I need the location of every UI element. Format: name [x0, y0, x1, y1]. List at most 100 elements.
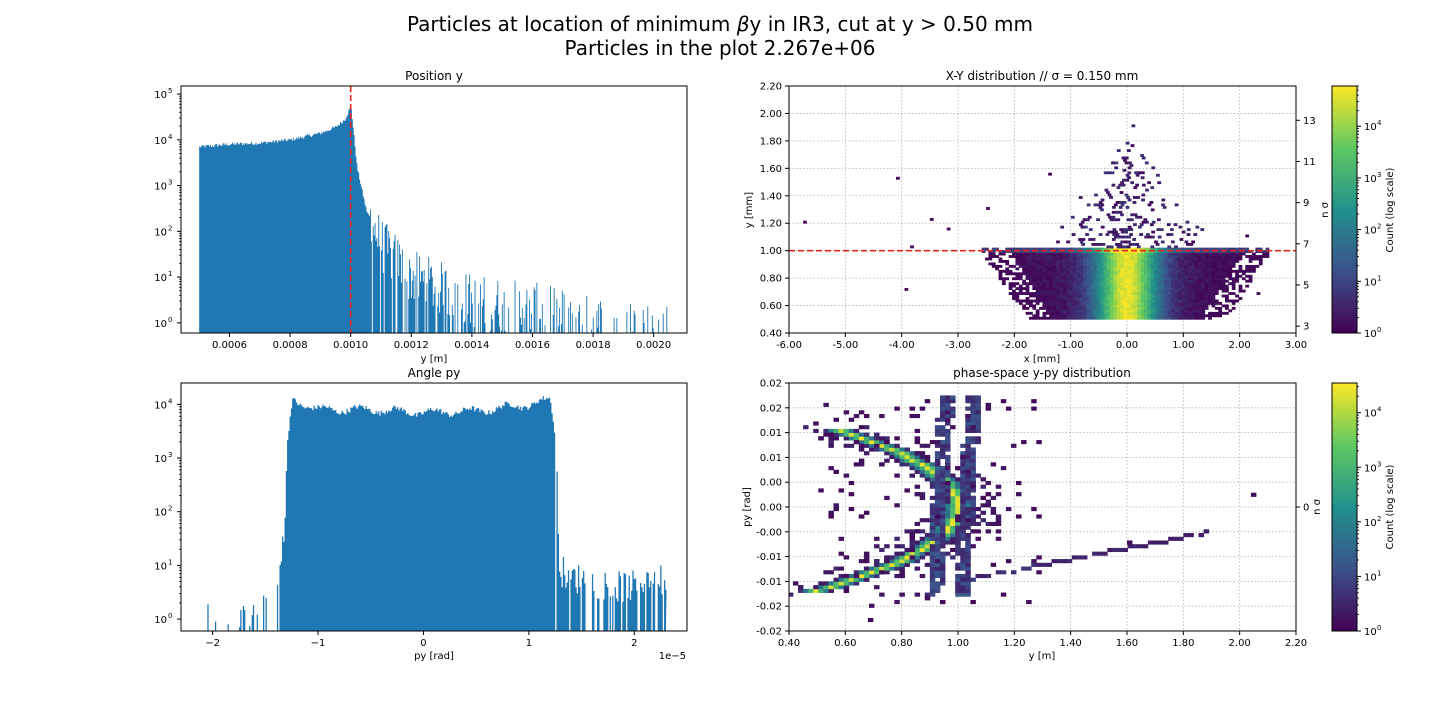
xy-cell [1221, 250, 1226, 253]
xy-cell [1154, 240, 1158, 244]
phase-space-cell [828, 443, 834, 448]
xy-cell [1150, 269, 1155, 273]
xy-cell [1126, 218, 1131, 222]
xy-cell [1140, 309, 1145, 313]
phase-space-cell [889, 566, 895, 571]
phase-space-cell [934, 440, 941, 445]
xy-cell [1130, 250, 1135, 253]
xy-cell [1128, 242, 1133, 246]
xy-cell [1022, 262, 1026, 266]
phase-space-cell [894, 362, 899, 366]
phase-space-cell [773, 593, 778, 597]
phase-space-cell [995, 518, 1002, 523]
xy-cell [1167, 306, 1172, 310]
xy-cell [1147, 282, 1152, 286]
xy-cell [1018, 262, 1023, 266]
xy-cell [1154, 284, 1158, 288]
xy-cell [1103, 297, 1108, 300]
phase-space-cell [945, 402, 951, 407]
xy-cell [1093, 306, 1097, 310]
xy-cell [1160, 294, 1165, 298]
xy-cell [1194, 274, 1199, 278]
xy-cell [1111, 238, 1116, 241]
phase-space-cell [970, 503, 976, 508]
xy-cell [1133, 287, 1138, 291]
phase-space-cell [884, 436, 890, 441]
phase-space-cell [914, 555, 921, 560]
xy-cell [1218, 255, 1223, 258]
xy-cell [1120, 230, 1125, 234]
xy-cell [1154, 304, 1158, 308]
phase-space-cell [843, 432, 850, 437]
xy-cell [1025, 289, 1030, 293]
xy-cell [1201, 257, 1206, 261]
xy-cell [1137, 284, 1141, 288]
xy-cell [1164, 311, 1168, 315]
xy-cell [1113, 218, 1117, 222]
xy-cell [1099, 257, 1104, 261]
position-y-y-tick-label: 10 [154, 319, 167, 330]
phase-space-cell [939, 521, 946, 526]
xy-cell [1032, 279, 1037, 283]
phase-space-cell [843, 585, 850, 590]
phase-space-cell [1041, 562, 1047, 567]
xy-cell [1156, 173, 1160, 177]
xy-cell [1174, 260, 1179, 263]
phase-space-cell [1031, 507, 1037, 512]
xy-cell [1201, 264, 1206, 268]
xy-cell [1221, 262, 1226, 266]
xy-cell [1157, 304, 1162, 308]
xy-cell [1143, 250, 1148, 253]
xy-cell [1221, 247, 1226, 251]
phase-space-heatmap: phase-space y-py distribution 0.40 0.60 0.… [742, 358, 1396, 662]
xy-cell [1093, 289, 1097, 293]
xy-cell [1201, 284, 1206, 288]
xy-cell [1113, 306, 1118, 310]
xy-cell [1160, 292, 1165, 295]
phase-space-cell [1112, 547, 1118, 553]
phase-space-cell [834, 358, 839, 362]
xy-cell [1133, 267, 1138, 271]
phase-space-cell [934, 458, 941, 463]
xy-cell [1106, 247, 1111, 251]
xy-cell [1066, 304, 1070, 308]
position-y-x-tick-label: 0.0014 [454, 340, 489, 351]
phase-space-cell [939, 451, 946, 456]
phase-space-colorbar-tick-label: 10 [1364, 518, 1377, 529]
xy-cell [1059, 262, 1064, 266]
xy-cell [1137, 250, 1141, 253]
xy-cell [1116, 309, 1121, 313]
phase-space-cell [929, 570, 936, 575]
xy-cell [1150, 267, 1155, 271]
xy-cell [1098, 242, 1102, 246]
phase-space-cell [924, 518, 931, 523]
xy-cell [1045, 252, 1050, 256]
phase-space-cell [945, 428, 951, 433]
phase-space-cell [1183, 533, 1189, 538]
xy-cell [1113, 269, 1118, 273]
xy-cell [1049, 287, 1054, 291]
xy-cell [1132, 200, 1137, 204]
xy-cell [1137, 260, 1141, 263]
xy-y-tick-label: 1.20 [760, 219, 782, 230]
phase-space-cell [914, 484, 921, 489]
xy-cell [1052, 250, 1057, 253]
xy-cell [1062, 304, 1067, 308]
xy-cell [1062, 250, 1067, 253]
xy-cell [1039, 272, 1043, 276]
xy-cell [1120, 264, 1125, 268]
xy-cell [1015, 294, 1020, 298]
xy-cell [1170, 277, 1175, 281]
xy-title: X-Y distribution // σ = 0.150 mm [946, 69, 1139, 83]
xy-cell [1066, 277, 1070, 281]
xy-cell [1201, 314, 1206, 318]
xy-cell [1174, 269, 1179, 273]
xy-cell [1072, 289, 1077, 293]
xy-cell [1072, 314, 1077, 318]
xy-cell [1204, 267, 1209, 271]
phase-space-cell [828, 366, 833, 370]
xy-cell [1032, 294, 1037, 298]
xy-cell [1052, 247, 1057, 251]
xy-cell [1072, 260, 1077, 263]
xy-cell [1145, 188, 1149, 192]
